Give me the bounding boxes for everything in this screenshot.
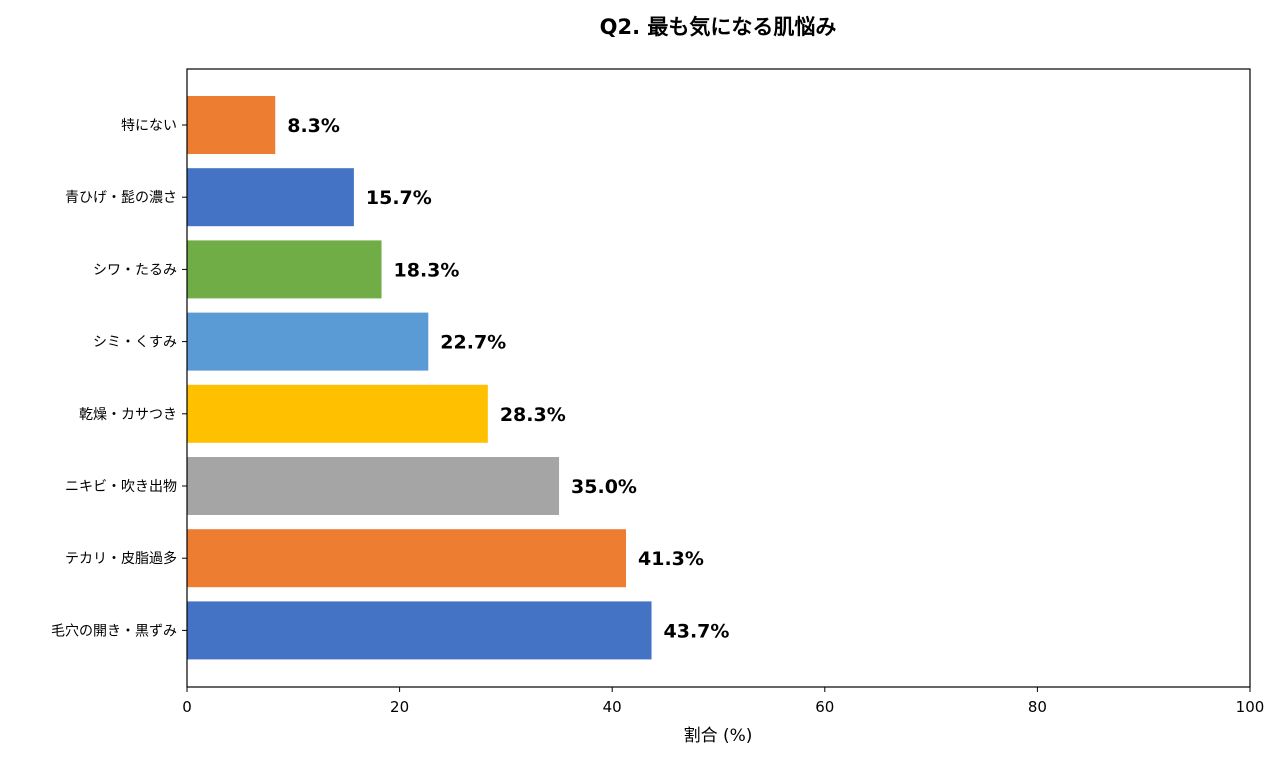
plot-frame (186, 68, 1251, 688)
x-tick-label: 100 (1236, 698, 1265, 716)
bar (187, 240, 382, 299)
chart-title: Q2. 最も気になる肌悩み (600, 15, 837, 39)
bar (187, 384, 488, 443)
data-label: 41.3% (638, 548, 704, 570)
bar (187, 457, 560, 515)
data-label: 15.7% (366, 187, 432, 209)
x-tick-label: 60 (815, 698, 834, 716)
y-tick-label: 特にない (121, 118, 177, 134)
y-tick-label: シミ・くすみ (93, 335, 177, 351)
bar (187, 601, 652, 660)
data-label: 28.3% (500, 404, 566, 426)
x-tick-label: 20 (390, 698, 409, 716)
data-label: 8.3% (287, 115, 340, 137)
y-tick-label: 青ひげ・髭の濃さ (65, 190, 177, 206)
bar (187, 529, 627, 588)
data-label: 18.3% (394, 259, 460, 281)
x-tick-label: 40 (603, 698, 622, 716)
y-tick-label: シワ・たるみ (93, 262, 177, 278)
x-tick-label: 80 (1028, 698, 1047, 716)
data-label: 35.0% (571, 476, 637, 498)
data-label: 22.7% (440, 332, 506, 354)
y-tick-label: 乾燥・カサつき (79, 407, 177, 423)
y-tick-label: ニキビ・吹き出物 (65, 479, 177, 495)
data-label: 43.7% (664, 620, 730, 642)
bar (187, 96, 276, 154)
bar (187, 168, 354, 227)
bar (187, 312, 429, 371)
x-axis-label: 割合 (%) (684, 726, 753, 746)
x-tick-label: 0 (182, 698, 192, 716)
y-tick-label: テカリ・皮脂過多 (65, 550, 177, 567)
y-tick-label: 毛穴の開き・黒ずみ (51, 623, 177, 639)
